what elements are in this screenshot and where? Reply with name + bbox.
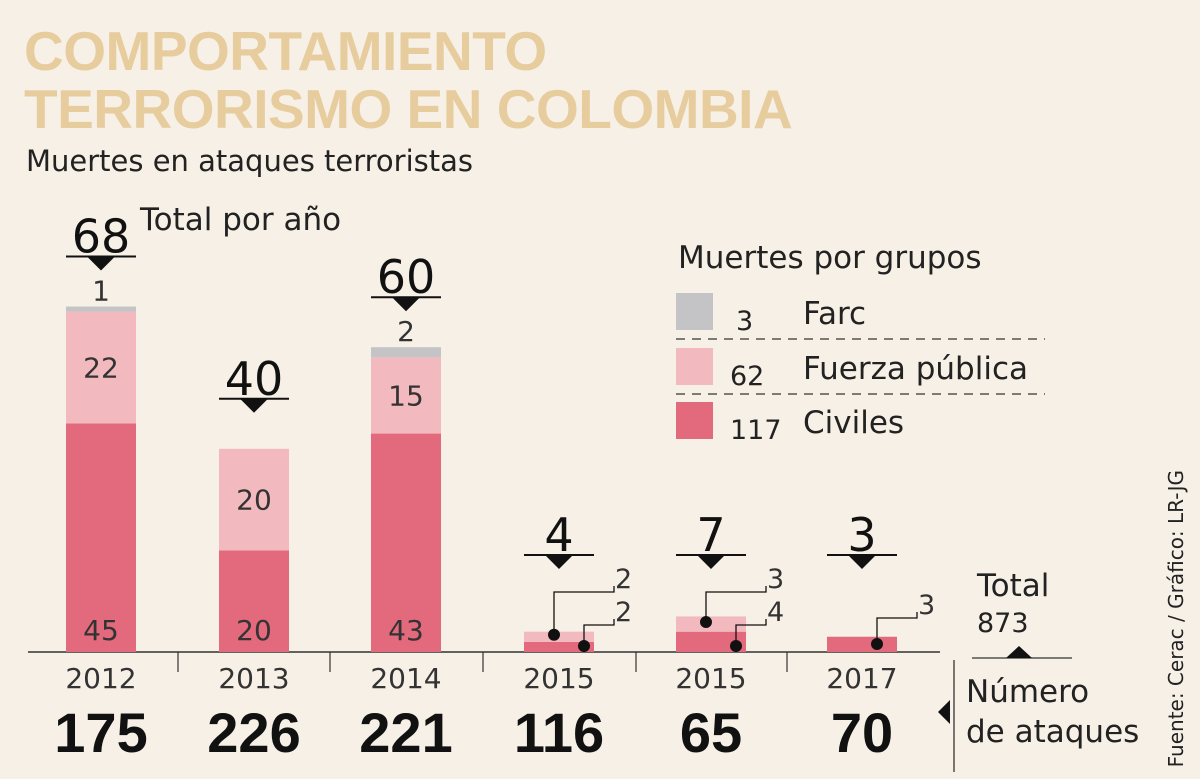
source-credit: Fuente: Cerac / Gráfico: LR-JG bbox=[1164, 470, 1188, 768]
year-total-label: 4 bbox=[544, 508, 573, 562]
attacks-pointer bbox=[938, 700, 950, 724]
segment-value-label: 22 bbox=[83, 352, 119, 385]
attacks-label-line1: Número bbox=[966, 674, 1089, 710]
segment-value-label: 20 bbox=[236, 614, 272, 647]
total-per-year-label: Total por año bbox=[139, 202, 341, 238]
attacks-count: 221 bbox=[359, 701, 452, 764]
attacks-count: 70 bbox=[831, 701, 893, 764]
total-marker-arrow bbox=[87, 256, 115, 271]
leader-line bbox=[583, 619, 615, 646]
year-tick-label: 2015 bbox=[523, 662, 594, 695]
legend-value: 117 bbox=[730, 415, 782, 446]
legend-title: Muertes por grupos bbox=[678, 240, 982, 276]
attacks-count: 175 bbox=[54, 701, 147, 764]
bar-segment-civiles bbox=[827, 636, 897, 652]
bar-segment-civiles bbox=[371, 433, 441, 652]
segment-value-label: 2 bbox=[615, 564, 632, 595]
chart-subtitle: Muertes en ataques terroristas bbox=[26, 144, 474, 178]
year-total-label: 40 bbox=[225, 352, 284, 406]
total-marker-arrow bbox=[392, 297, 420, 312]
segment-value-label: 4 bbox=[767, 597, 784, 628]
legend-label: Civiles bbox=[803, 405, 904, 441]
total-marker-arrow bbox=[1006, 646, 1032, 658]
bar-segment-farc bbox=[66, 306, 136, 312]
segment-value-label: 2 bbox=[615, 597, 632, 628]
segment-value-label: 3 bbox=[767, 564, 784, 595]
legend-swatch bbox=[676, 293, 713, 330]
segment-value-label: 20 bbox=[236, 484, 272, 517]
leader-line bbox=[553, 586, 615, 635]
chart-title: COMPORTAMIENTO TERRORISMO EN COLOMBIA bbox=[24, 20, 793, 140]
legend-label: Farc bbox=[803, 296, 866, 332]
year-total-label: 3 bbox=[847, 508, 876, 562]
bar-segment-farc bbox=[371, 347, 441, 358]
title-line-2: TERRORISMO EN COLOMBIA bbox=[24, 78, 793, 140]
segment-value-label: 45 bbox=[83, 614, 119, 647]
segment-value-label: 2 bbox=[397, 315, 415, 348]
total-marker-arrow bbox=[545, 555, 573, 569]
attacks-label-line2: de ataques bbox=[966, 714, 1139, 750]
bar-segment-civiles bbox=[524, 641, 594, 652]
year-tick-label: 2012 bbox=[65, 662, 136, 695]
bar-segment-fuerza-p-blica bbox=[219, 448, 289, 551]
leader-line bbox=[705, 586, 767, 623]
attacks-count: 116 bbox=[514, 701, 604, 764]
bar-segment-fuerza-p-blica bbox=[371, 357, 441, 434]
year-total-label: 68 bbox=[72, 210, 131, 264]
total-label: Total bbox=[976, 568, 1049, 604]
year-tick-label: 2015 bbox=[675, 662, 746, 695]
bar-segment-civiles bbox=[66, 423, 136, 652]
leader-line bbox=[735, 619, 767, 646]
total-marker-arrow bbox=[240, 398, 268, 413]
year-tick-label: 2013 bbox=[218, 662, 289, 695]
segment-value-label: 43 bbox=[388, 614, 424, 647]
legend-value: 3 bbox=[736, 306, 753, 337]
total-marker-arrow bbox=[697, 555, 725, 569]
total-value: 873 bbox=[977, 608, 1029, 639]
total-marker-arrow bbox=[848, 555, 876, 569]
year-total-label: 7 bbox=[696, 508, 725, 562]
legend-swatch bbox=[676, 348, 713, 385]
segment-value-label: 1 bbox=[92, 275, 110, 308]
bar-segment-civiles bbox=[219, 550, 289, 652]
segment-value-label: 3 bbox=[918, 590, 935, 621]
year-tick-label: 2017 bbox=[826, 662, 897, 695]
title-line-1: COMPORTAMIENTO bbox=[24, 20, 547, 82]
bar-segment-civiles bbox=[676, 631, 746, 652]
year-total-label: 60 bbox=[377, 250, 436, 304]
leader-line bbox=[876, 612, 918, 644]
legend-value: 62 bbox=[730, 361, 764, 392]
legend-label: Fuerza pública bbox=[803, 351, 1028, 387]
attacks-count: 226 bbox=[207, 701, 300, 764]
year-tick-label: 2014 bbox=[370, 662, 441, 695]
attacks-count: 65 bbox=[680, 701, 742, 764]
legend-swatch bbox=[676, 402, 713, 439]
segment-value-label: 15 bbox=[388, 379, 424, 412]
bar-segment-fuerza-p-blica bbox=[66, 311, 136, 424]
